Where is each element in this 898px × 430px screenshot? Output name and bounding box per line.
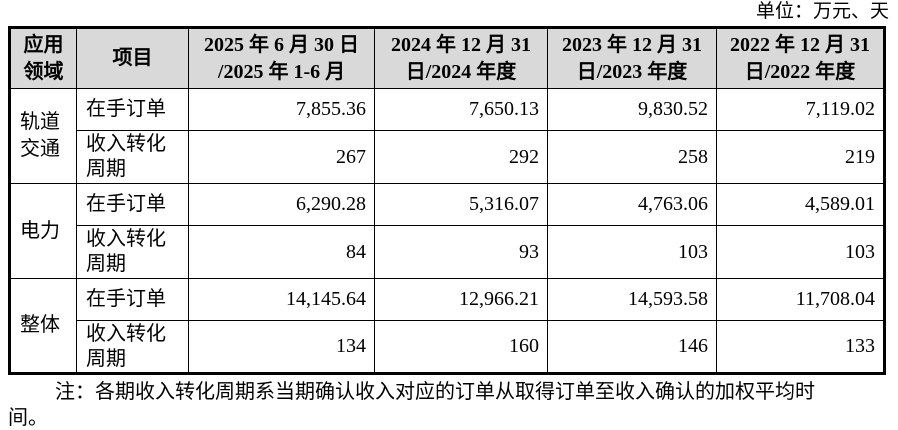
value-cell: 103 bbox=[716, 225, 885, 279]
value-cell: 146 bbox=[547, 320, 717, 374]
header-application-area: 应用 领域 bbox=[9, 27, 77, 89]
value-cell: 4,589.01 bbox=[716, 183, 885, 226]
value-cell: 7,650.13 bbox=[374, 88, 548, 131]
header-period-2024: 2024 年 12 月 31 日/2024 年度 bbox=[374, 27, 548, 89]
value-cell: 4,763.06 bbox=[547, 183, 717, 226]
area-cell-overall: 整体 bbox=[9, 278, 77, 374]
item-cell-cycle: 收入转化 周期 bbox=[76, 225, 189, 279]
value-cell: 292 bbox=[374, 130, 548, 184]
value-cell: 12,966.21 bbox=[374, 278, 548, 321]
table-row-rail-orders: 轨道 交通 在手订单 7,855.36 7,650.13 9,830.52 7,… bbox=[9, 88, 885, 184]
table-header: 应用 领域 项目 2025 年 6 月 30 日 /2025 年 1-6 月 2… bbox=[9, 27, 885, 89]
value-cell: 93 bbox=[374, 225, 548, 279]
item-cell-cycle: 收入转化 周期 bbox=[76, 320, 189, 374]
header-period-2025: 2025 年 6 月 30 日 /2025 年 1-6 月 bbox=[188, 27, 375, 89]
table-row-overall-orders: 整体 在手订单 14,145.64 12,966.21 14,593.58 11… bbox=[9, 278, 885, 374]
header-period-2022: 2022 年 12 月 31 日/2022 年度 bbox=[716, 27, 885, 89]
value-cell: 7,855.36 bbox=[188, 88, 375, 131]
value-cell: 7,119.02 bbox=[716, 88, 885, 131]
orders-table: 应用 领域 项目 2025 年 6 月 30 日 /2025 年 1-6 月 2… bbox=[8, 26, 886, 375]
table-row-power-cycle: 收入转化 周期 84 93 103 103 bbox=[10, 225, 885, 279]
value-cell: 14,145.64 bbox=[188, 278, 375, 321]
value-cell: 267 bbox=[188, 130, 375, 184]
value-cell: 84 bbox=[188, 225, 375, 279]
value-cell: 134 bbox=[188, 320, 375, 374]
table-row-overall-cycle: 收入转化 周期 134 160 146 133 bbox=[10, 320, 885, 374]
value-cell: 14,593.58 bbox=[547, 278, 717, 321]
item-cell-orders: 在手订单 bbox=[76, 88, 189, 131]
header-period-2023: 2023 年 12 月 31 日/2023 年度 bbox=[547, 27, 717, 89]
unit-label: 单位：万元、天 bbox=[755, 1, 889, 22]
header-item: 项目 bbox=[76, 27, 189, 89]
table-row-rail-cycle: 收入转化 周期 267 292 258 219 bbox=[10, 130, 885, 184]
table-row-power-orders: 电力 在手订单 6,290.28 5,316.07 4,763.06 4,589… bbox=[9, 183, 885, 279]
value-cell: 133 bbox=[716, 320, 885, 374]
value-cell: 5,316.07 bbox=[374, 183, 548, 226]
value-cell: 219 bbox=[716, 130, 885, 184]
item-cell-orders: 在手订单 bbox=[76, 183, 189, 226]
value-cell: 6,290.28 bbox=[188, 183, 375, 226]
footnote: 注：各期收入转化周期系当期确认收入对应的订单从取得订单至收入确认的加权平均时 间… bbox=[8, 381, 815, 429]
value-cell: 9,830.52 bbox=[547, 88, 717, 131]
area-cell-power: 电力 bbox=[9, 183, 77, 279]
value-cell: 11,708.04 bbox=[716, 278, 885, 321]
item-cell-cycle: 收入转化 周期 bbox=[76, 130, 189, 184]
value-cell: 160 bbox=[374, 320, 548, 374]
area-cell-rail-transit: 轨道 交通 bbox=[9, 88, 77, 184]
value-cell: 103 bbox=[547, 225, 717, 279]
item-cell-orders: 在手订单 bbox=[76, 278, 189, 321]
header-row: 应用 领域 项目 2025 年 6 月 30 日 /2025 年 1-6 月 2… bbox=[9, 27, 885, 89]
table-body: 轨道 交通 在手订单 7,855.36 7,650.13 9,830.52 7,… bbox=[9, 88, 885, 374]
value-cell: 258 bbox=[547, 130, 717, 184]
